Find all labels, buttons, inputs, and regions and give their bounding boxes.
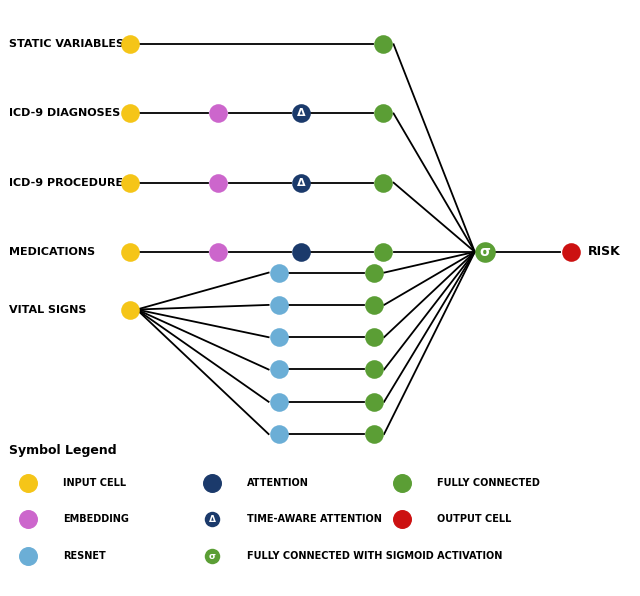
Point — [369, 333, 379, 342]
Point — [125, 305, 135, 314]
Point — [23, 551, 33, 561]
Point — [23, 515, 33, 524]
Point — [378, 178, 388, 188]
Text: VITAL SIGNS: VITAL SIGNS — [9, 305, 86, 315]
Text: ICD-9 DIAGNOSES: ICD-9 DIAGNOSES — [9, 108, 120, 119]
Point — [397, 515, 408, 524]
Point — [274, 333, 284, 342]
Text: ATTENTION: ATTENTION — [247, 477, 309, 488]
Point — [296, 247, 306, 257]
Text: Δ: Δ — [297, 178, 305, 188]
Text: OUTPUT CELL: OUTPUT CELL — [437, 514, 512, 524]
Point — [378, 108, 388, 118]
Point — [566, 247, 576, 257]
Point — [207, 551, 217, 561]
Point — [207, 478, 217, 488]
Text: MEDICATIONS: MEDICATIONS — [9, 247, 95, 257]
Point — [397, 478, 408, 488]
Point — [207, 515, 217, 524]
Point — [125, 39, 135, 49]
Text: σ: σ — [209, 552, 216, 561]
Text: STATIC VARIABLES: STATIC VARIABLES — [9, 39, 124, 49]
Point — [125, 108, 135, 118]
Text: RESNET: RESNET — [63, 551, 106, 561]
Point — [369, 397, 379, 406]
Point — [125, 247, 135, 257]
Text: EMBEDDING: EMBEDDING — [63, 514, 129, 524]
Text: INPUT CELL: INPUT CELL — [63, 477, 126, 488]
Text: Δ: Δ — [297, 108, 305, 119]
Point — [369, 268, 379, 277]
Text: ICD-9 PROCEDURES: ICD-9 PROCEDURES — [9, 178, 131, 188]
Text: RISK: RISK — [588, 246, 621, 259]
Point — [274, 268, 284, 277]
Text: TIME-AWARE ATTENTION: TIME-AWARE ATTENTION — [247, 514, 382, 524]
Point — [125, 178, 135, 188]
Point — [369, 365, 379, 374]
Text: FULLY CONNECTED: FULLY CONNECTED — [437, 477, 540, 488]
Text: Symbol Legend: Symbol Legend — [9, 444, 116, 457]
Point — [213, 247, 223, 257]
Point — [378, 39, 388, 49]
Point — [480, 247, 490, 257]
Point — [274, 397, 284, 406]
Text: Δ: Δ — [209, 515, 216, 524]
Point — [213, 178, 223, 188]
Point — [369, 300, 379, 310]
Point — [23, 478, 33, 488]
Point — [369, 429, 379, 439]
Point — [296, 108, 306, 118]
Text: σ: σ — [479, 245, 490, 259]
Point — [274, 365, 284, 374]
Point — [378, 247, 388, 257]
Point — [296, 178, 306, 188]
Point — [274, 429, 284, 439]
Point — [274, 300, 284, 310]
Text: FULLY CONNECTED WITH SIGMOID ACTIVATION: FULLY CONNECTED WITH SIGMOID ACTIVATION — [247, 551, 502, 561]
Point — [213, 108, 223, 118]
